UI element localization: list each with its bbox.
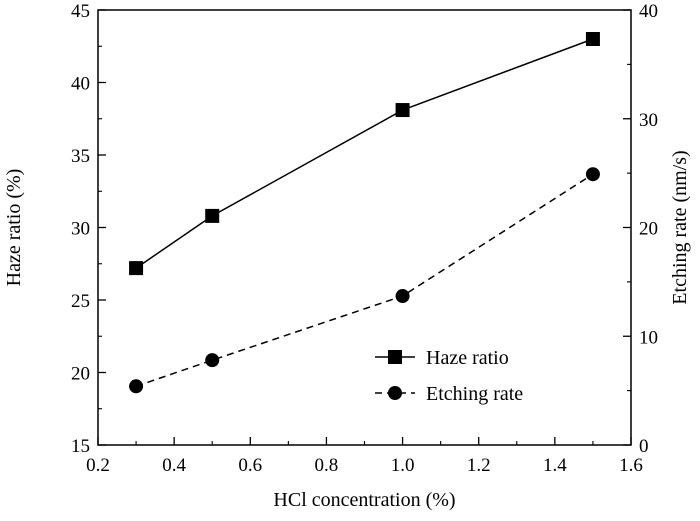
haze-ratio-point — [395, 103, 410, 118]
legend-haze-label: Haze ratio — [426, 347, 509, 369]
x-tick-label: 0.6 — [238, 455, 262, 476]
x-tick-label: 0.4 — [162, 455, 186, 476]
x-tick-label: 0.2 — [86, 455, 110, 476]
y-right-tick-label: 30 — [639, 110, 658, 131]
legend: Haze ratio Etching rate — [375, 347, 523, 405]
y-left-tick-label: 15 — [71, 436, 90, 457]
legend-haze-marker — [388, 350, 402, 364]
y-axis-right-title: Etching rate (nm/s) — [669, 150, 691, 304]
y-axis-left-title: Haze ratio (%) — [3, 169, 25, 287]
etching-rate-point — [205, 353, 220, 368]
haze-ratio-point — [585, 32, 600, 46]
x-axis: 0.2 0.4 0.6 0.8 1.0 1.2 1.4 1.6 — [86, 437, 643, 476]
y-right-tick-label: 10 — [639, 327, 658, 348]
y-left-tick-label: 40 — [71, 74, 90, 95]
y-right-tick-label: 20 — [639, 219, 658, 240]
y-left-tick-label: 30 — [71, 219, 90, 240]
y-left-tick-label: 35 — [71, 146, 90, 167]
y-left-tick-label: 45 — [71, 1, 90, 22]
y-axis-right: 0 10 20 30 40 — [623, 1, 658, 457]
x-tick-label: 1.4 — [543, 455, 567, 476]
y-left-tick-label: 25 — [71, 291, 90, 312]
haze-ratio-point — [129, 261, 144, 276]
y-right-tick-label: 40 — [639, 1, 658, 22]
plot-frame — [97, 9, 632, 446]
x-tick-label: 1.6 — [619, 455, 643, 476]
haze-ratio-point — [205, 208, 220, 223]
x-tick-label: 1.2 — [467, 455, 491, 476]
legend-etching-marker — [388, 386, 402, 400]
x-tick-label: 0.8 — [315, 455, 339, 476]
y-left-tick-label: 20 — [71, 364, 90, 385]
etching-rate-line — [135, 173, 594, 388]
plot-frame-group — [97, 9, 632, 446]
x-axis-title: HCl concentration (%) — [273, 489, 455, 511]
etching-rate-point — [585, 167, 600, 182]
etching-rate-point — [395, 289, 410, 304]
series-layer — [129, 32, 600, 394]
y-axis-left: 15 20 25 30 35 40 45 — [71, 1, 106, 457]
etching-rate-point — [129, 379, 144, 394]
legend-etching-label: Etching rate — [426, 383, 523, 405]
haze-ratio-line — [135, 38, 594, 269]
y-right-tick-label: 0 — [639, 436, 649, 457]
x-tick-label: 1.0 — [391, 455, 415, 476]
